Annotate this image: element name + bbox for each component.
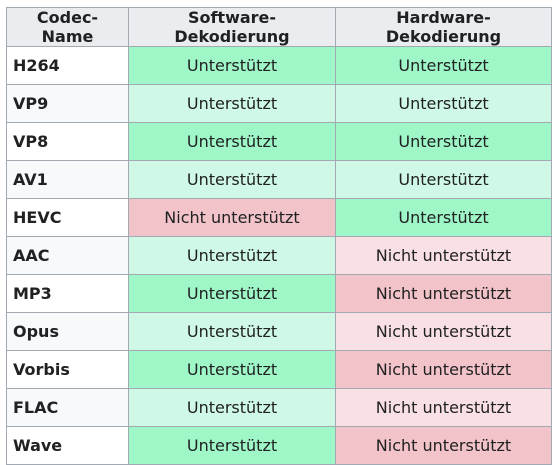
- column-header-hardware-decoding[interactable]: Hardware-Dekodierung: [335, 7, 552, 47]
- software-decoding-cell: Unterstützt: [128, 350, 336, 389]
- software-decoding-cell: Unterstützt: [128, 122, 336, 161]
- hardware-decoding-cell: Unterstützt: [335, 46, 552, 85]
- codec-name-cell: Wave: [6, 426, 129, 465]
- table-row: Vorbis Unterstützt Nicht unterstützt: [6, 350, 552, 389]
- software-decoding-cell: Unterstützt: [128, 274, 336, 313]
- hardware-decoding-cell: Unterstützt: [335, 160, 552, 199]
- column-header-software-decoding[interactable]: Software-Dekodierung: [128, 7, 336, 47]
- table-row: VP8 Unterstützt Unterstützt: [6, 122, 552, 161]
- codec-name-cell: H264: [6, 46, 129, 85]
- codec-name-cell: HEVC: [6, 198, 129, 237]
- software-decoding-cell: Unterstützt: [128, 426, 336, 465]
- codec-name-cell: MP3: [6, 274, 129, 313]
- table-row: Wave Unterstützt Nicht unterstützt: [6, 426, 552, 465]
- table-row: AV1 Unterstützt Unterstützt: [6, 160, 552, 199]
- table-header-row: Codec-Name Software-Dekodierung Hardware…: [6, 7, 552, 47]
- hardware-decoding-cell: Nicht unterstützt: [335, 236, 552, 275]
- codec-name-cell: VP9: [6, 84, 129, 123]
- software-decoding-cell: Unterstützt: [128, 84, 336, 123]
- hardware-decoding-cell: Nicht unterstützt: [335, 350, 552, 389]
- codec-name-cell: Opus: [6, 312, 129, 351]
- table-row: FLAC Unterstützt Nicht unterstützt: [6, 388, 552, 427]
- table-row: H264 Unterstützt Unterstützt: [6, 46, 552, 85]
- codec-name-cell: FLAC: [6, 388, 129, 427]
- codec-name-cell: AAC: [6, 236, 129, 275]
- hardware-decoding-cell: Nicht unterstützt: [335, 274, 552, 313]
- hardware-decoding-cell: Unterstützt: [335, 122, 552, 161]
- software-decoding-cell: Nicht unterstützt: [128, 198, 336, 237]
- table-row: MP3 Unterstützt Nicht unterstützt: [6, 274, 552, 313]
- table-row: VP9 Unterstützt Unterstützt: [6, 84, 552, 123]
- codec-support-table: Codec-Name Software-Dekodierung Hardware…: [6, 7, 552, 465]
- table-row: Opus Unterstützt Nicht unterstützt: [6, 312, 552, 351]
- software-decoding-cell: Unterstützt: [128, 236, 336, 275]
- codec-name-cell: Vorbis: [6, 350, 129, 389]
- codec-name-cell: AV1: [6, 160, 129, 199]
- hardware-decoding-cell: Unterstützt: [335, 84, 552, 123]
- table-row: HEVC Nicht unterstützt Unterstützt: [6, 198, 552, 237]
- hardware-decoding-cell: Nicht unterstützt: [335, 388, 552, 427]
- software-decoding-cell: Unterstützt: [128, 388, 336, 427]
- column-header-codec-name[interactable]: Codec-Name: [6, 7, 129, 47]
- hardware-decoding-cell: Unterstützt: [335, 198, 552, 237]
- codec-name-cell: VP8: [6, 122, 129, 161]
- software-decoding-cell: Unterstützt: [128, 46, 336, 85]
- hardware-decoding-cell: Nicht unterstützt: [335, 426, 552, 465]
- hardware-decoding-cell: Nicht unterstützt: [335, 312, 552, 351]
- table-row: AAC Unterstützt Nicht unterstützt: [6, 236, 552, 275]
- software-decoding-cell: Unterstützt: [128, 160, 336, 199]
- software-decoding-cell: Unterstützt: [128, 312, 336, 351]
